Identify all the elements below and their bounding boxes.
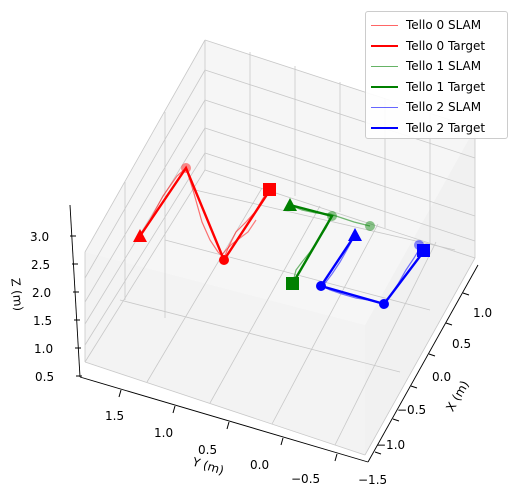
x-ticks: 1.0 0.5 0.0 −0.5 −1.0 −1.5 <box>358 292 492 487</box>
x-tick-label: 0.0 <box>432 370 451 384</box>
tello-1-end-marker <box>286 277 299 290</box>
legend-swatch <box>371 85 398 88</box>
series-tello-2 <box>316 228 430 309</box>
tello-0-waypoint <box>181 163 191 173</box>
legend: Tello 0 SLAM Tello 0 Target Tello 1 SLAM… <box>365 11 508 139</box>
x-tick-label: −1.5 <box>358 473 387 487</box>
legend-item: Tello 2 Target <box>371 118 502 139</box>
y-tick-label: −0.5 <box>291 472 320 486</box>
z-axis-label: Z (m) <box>8 277 25 311</box>
z-tick-label: 2.0 <box>32 286 51 300</box>
z-axis-line <box>69 204 81 378</box>
y-tick-label: 1.5 <box>105 409 124 423</box>
y-tick-label: 0.5 <box>198 443 217 457</box>
legend-label: Tello 2 SLAM <box>406 100 482 115</box>
z-tick-label: 3.0 <box>30 230 49 244</box>
legend-item: Tello 0 Target <box>371 36 502 57</box>
tello-0-target-line <box>139 165 272 263</box>
tello-1-start-marker <box>283 198 297 211</box>
z-tick-label: 0.5 <box>35 370 54 384</box>
legend-item: Tello 1 Target <box>371 77 502 98</box>
tello-1-slam-line <box>289 204 371 227</box>
legend-label: Tello 0 Target <box>406 38 486 53</box>
y-axis-label: Y (m) <box>190 454 226 477</box>
x-tick-label: 1.0 <box>473 306 492 320</box>
tello-0-end-marker <box>263 183 276 196</box>
z-tick-label: 1.0 <box>34 342 53 356</box>
tello-1-waypoint <box>365 221 375 231</box>
legend-swatch <box>371 44 398 47</box>
legend-swatch <box>371 65 398 67</box>
legend-label: Tello 0 SLAM <box>406 18 482 33</box>
tello-2-waypoint <box>379 299 389 309</box>
x-axis-line <box>367 264 479 463</box>
y-tick-label: 1.0 <box>154 426 173 440</box>
tello-2-start-marker <box>348 228 362 241</box>
legend-swatch <box>371 24 398 26</box>
x-tick-label: −0.5 <box>397 403 426 417</box>
legend-label: Tello 2 Target <box>406 120 486 135</box>
x-tick-label: 0.5 <box>452 337 471 351</box>
legend-label: Tello 1 Target <box>406 79 486 94</box>
legend-item: Tello 1 SLAM <box>371 56 502 77</box>
grid <box>84 39 476 456</box>
series-tello-0 <box>133 163 276 265</box>
back-pane-yz <box>85 252 365 455</box>
tello-0-slam-line <box>139 166 269 260</box>
axes-panes <box>85 40 475 455</box>
legend-item: Tello 0 SLAM <box>371 15 502 36</box>
tello-0-waypoint <box>219 255 229 265</box>
y-tick-label: 0.0 <box>250 458 269 472</box>
tello-1-waypoint <box>327 211 337 221</box>
back-pane-xz <box>365 128 475 455</box>
series-tello-1 <box>283 198 375 290</box>
tello-2-slam-line <box>320 234 421 304</box>
z-tick-label: 2.5 <box>31 258 50 272</box>
tello-2-end-marker <box>417 244 430 257</box>
legend-label: Tello 1 SLAM <box>406 59 482 74</box>
tello-0-start-marker <box>133 229 147 242</box>
z-tick-label: 1.5 <box>33 314 52 328</box>
legend-swatch <box>371 106 398 108</box>
tello-1-target-line <box>289 203 334 284</box>
y-ticks: 1.5 1.0 0.5 0.0 −0.5 <box>105 389 338 486</box>
tello-2-target-line <box>319 234 425 306</box>
x-tick-label: −1.0 <box>376 438 405 452</box>
legend-swatch <box>371 126 398 129</box>
tello-2-waypoint <box>316 281 326 291</box>
y-axis-line <box>79 376 369 463</box>
legend-item: Tello 2 SLAM <box>371 97 502 118</box>
z-ticks: 3.0 2.5 2.0 1.5 1.0 0.5 <box>30 230 82 384</box>
